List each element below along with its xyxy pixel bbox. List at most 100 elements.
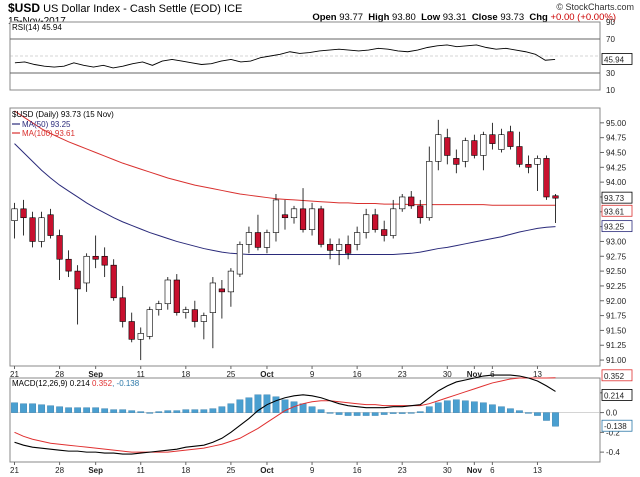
candle-body bbox=[83, 255, 90, 284]
instrument-name: US Dollar Index - Cash Settle (EOD) ICE bbox=[43, 3, 243, 15]
candle-body bbox=[426, 161, 433, 219]
candle-body bbox=[65, 258, 72, 272]
candle-body bbox=[453, 158, 460, 165]
high-value: 93.80 bbox=[392, 12, 416, 23]
macd-x-label: 18 bbox=[181, 466, 190, 475]
price-x-label: 30 bbox=[443, 370, 452, 379]
price-tick-label: 94.75 bbox=[606, 134, 627, 143]
price-tick-label: 94.25 bbox=[606, 163, 627, 172]
price-tick-label: 92.00 bbox=[606, 297, 627, 306]
macd-x-label: 25 bbox=[226, 466, 235, 475]
macd-histogram-bar bbox=[371, 412, 379, 416]
candle-body bbox=[182, 309, 189, 313]
macd-histogram-bar bbox=[209, 408, 217, 413]
candle-body bbox=[272, 199, 280, 233]
candle-body bbox=[354, 232, 361, 245]
macd-histogram-bar bbox=[146, 412, 154, 414]
macd-histogram-bar bbox=[335, 412, 343, 415]
macd-histogram-bar bbox=[326, 412, 334, 414]
macd-histogram-bar bbox=[182, 409, 190, 413]
candle-body bbox=[218, 288, 225, 293]
macd-x-label: Nov bbox=[467, 466, 483, 475]
macd-histogram-bar bbox=[498, 406, 505, 413]
candle-body bbox=[290, 208, 298, 219]
candle-body bbox=[363, 214, 370, 233]
macd-histogram-bar bbox=[29, 403, 36, 413]
candle-body bbox=[417, 205, 424, 219]
candle-body bbox=[146, 309, 153, 337]
candle-body bbox=[308, 208, 316, 230]
macd-tick-label: -0.2 bbox=[606, 428, 620, 437]
candle-body bbox=[191, 309, 198, 322]
price-x-label: 9 bbox=[310, 370, 315, 379]
macd-histogram-bar bbox=[525, 412, 532, 414]
price-tick-label: 94.50 bbox=[606, 148, 627, 157]
low-label: Low bbox=[421, 12, 441, 23]
price-x-label: Nov bbox=[467, 370, 483, 379]
macd-histogram-bar bbox=[452, 399, 460, 413]
candle-body bbox=[336, 244, 343, 251]
price-x-label: Sep bbox=[88, 370, 103, 379]
price-x-label: 21 bbox=[10, 370, 19, 379]
high-label: High bbox=[368, 12, 390, 23]
price-x-label: 11 bbox=[137, 370, 146, 379]
macd-histogram-bar bbox=[227, 403, 235, 413]
candle-body bbox=[155, 303, 162, 310]
candle-body bbox=[498, 134, 505, 150]
macd-histogram-bar bbox=[534, 412, 541, 416]
macd-tick-label: 0.0 bbox=[606, 409, 618, 418]
macd-line bbox=[14, 374, 556, 455]
candle-body bbox=[525, 164, 532, 168]
candle-body bbox=[317, 208, 325, 245]
macd-histogram-bar bbox=[299, 403, 307, 413]
macd-histogram-bar bbox=[164, 410, 172, 413]
macd-histogram-bar bbox=[281, 399, 289, 413]
candle-body bbox=[408, 196, 415, 207]
price-tick-label: 93.00 bbox=[606, 237, 627, 246]
candle-body bbox=[326, 244, 334, 251]
macd-histogram-bar bbox=[11, 402, 18, 413]
candle-body bbox=[462, 140, 469, 162]
price-tick-label: 95.00 bbox=[606, 119, 627, 128]
candle-body bbox=[20, 208, 27, 219]
candle-body bbox=[534, 158, 541, 165]
candle-body bbox=[11, 208, 18, 221]
macd-histogram-bar bbox=[380, 412, 388, 415]
macd-histogram-bar bbox=[362, 412, 370, 416]
ma50-line bbox=[14, 143, 556, 255]
macd-histogram-bar bbox=[317, 409, 325, 413]
chg-label: Chg bbox=[529, 12, 548, 23]
price-tick-label: 92.75 bbox=[606, 252, 627, 261]
rsi-tick-label: 10 bbox=[606, 86, 615, 95]
rsi-last-label-box bbox=[601, 53, 633, 65]
price-legend: $USD (Daily) 93.73 (15 Nov) bbox=[12, 110, 114, 119]
price-x-label: 16 bbox=[353, 370, 362, 379]
price-tick-label: 91.00 bbox=[606, 356, 627, 365]
candle-body bbox=[245, 232, 253, 245]
macd-legend: MACD(12,26,9) 0.214 0.352, -0.138 bbox=[12, 379, 140, 388]
candle-body bbox=[444, 137, 451, 156]
macd-histogram-bar bbox=[434, 402, 442, 413]
candle-body bbox=[209, 282, 216, 313]
macd-x-label: Sep bbox=[88, 466, 103, 475]
price-x-label: 18 bbox=[181, 370, 190, 379]
rsi-legend: RSI(14) 45.94 bbox=[12, 23, 62, 32]
candle-body bbox=[345, 244, 352, 254]
macd-last-label-box bbox=[601, 389, 633, 401]
macd-x-label: 28 bbox=[55, 466, 64, 475]
macd-histogram-bar bbox=[38, 404, 45, 413]
price-last-label: 93.25 bbox=[604, 223, 625, 232]
price-x-label: Oct bbox=[260, 370, 274, 379]
macd-histogram-bar bbox=[254, 394, 262, 413]
candle-body bbox=[516, 146, 523, 165]
macd-histogram-bar bbox=[308, 406, 316, 413]
rsi-line bbox=[14, 44, 556, 69]
candle-body bbox=[38, 217, 45, 242]
candle-body bbox=[236, 244, 244, 275]
candle-body bbox=[399, 196, 406, 210]
candle-body bbox=[480, 134, 487, 156]
candle-body bbox=[263, 232, 271, 248]
candle-body bbox=[56, 235, 63, 260]
copyright-notice: © StockCharts.com bbox=[556, 2, 634, 12]
